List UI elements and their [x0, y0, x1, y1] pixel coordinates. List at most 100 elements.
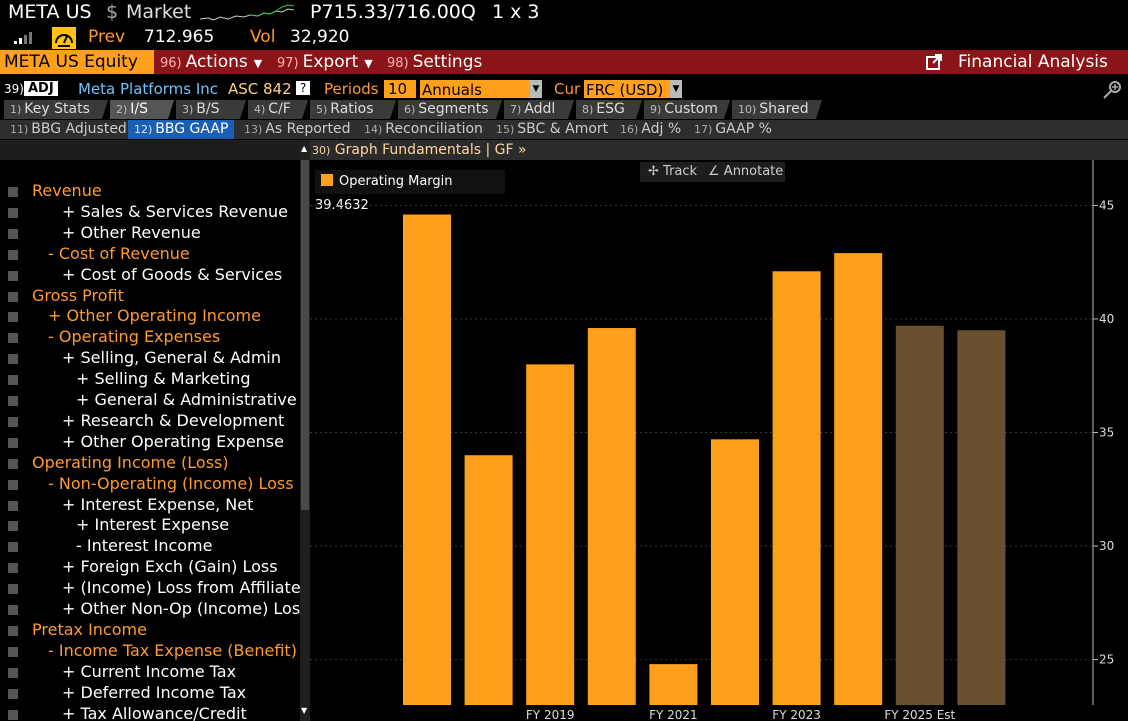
row-checkbox[interactable]: [8, 312, 18, 323]
tab-cash-flow[interactable]: 4) C/F: [248, 100, 308, 119]
list-scrollbar[interactable]: ▲ ▼: [300, 140, 310, 721]
row-checkbox[interactable]: [8, 500, 18, 511]
row-checkbox[interactable]: [8, 563, 18, 574]
line-item-row[interactable]: + Research & Development: [0, 411, 300, 432]
row-checkbox[interactable]: [8, 521, 18, 532]
bar[interactable]: [834, 253, 883, 705]
security-field[interactable]: META US Equity: [0, 50, 154, 74]
frequency-select[interactable]: Annuals ▼: [420, 80, 542, 99]
line-item-row[interactable]: + Other Operating Expense: [0, 432, 300, 453]
line-item-row[interactable]: + (Income) Loss from Affiliates: [0, 578, 309, 599]
line-item-row[interactable]: + Cost of Goods & Services: [0, 265, 300, 286]
currency-select[interactable]: FRC (USD) ▼: [584, 80, 682, 99]
bar[interactable]: [711, 439, 759, 705]
subtab-gaap-pct[interactable]: 17) GAAP %: [694, 121, 772, 137]
scroll-up-icon[interactable]: ▲: [301, 144, 308, 153]
row-checkbox[interactable]: [8, 354, 18, 365]
row-checkbox[interactable]: [8, 187, 18, 197]
export-menu[interactable]: 97) Export ▼: [277, 52, 373, 72]
annotate-button[interactable]: ∠ Annotate: [708, 164, 784, 179]
zoom-icon[interactable]: [1102, 80, 1124, 100]
tab-ratios[interactable]: 5) Ratios: [310, 100, 396, 119]
line-item-row[interactable]: - Cost of Revenue: [0, 244, 300, 265]
settings-menu[interactable]: 98) Settings: [387, 52, 483, 72]
row-checkbox[interactable]: [8, 270, 18, 281]
row-checkbox[interactable]: [8, 416, 18, 427]
bar[interactable]: [649, 664, 698, 705]
bar[interactable]: [957, 330, 1006, 705]
periods-input[interactable]: 10: [384, 80, 416, 98]
bar[interactable]: [403, 214, 451, 706]
line-item-row[interactable]: - Income Tax Expense (Benefit): [0, 641, 300, 662]
row-checkbox[interactable]: [8, 396, 18, 406]
line-item-row[interactable]: + Other Revenue: [0, 223, 300, 244]
row-checkbox[interactable]: [8, 207, 18, 218]
actions-menu[interactable]: 96) Actions ▼: [160, 52, 263, 72]
row-checkbox[interactable]: [8, 437, 18, 448]
row-checkbox[interactable]: [8, 709, 18, 720]
bar[interactable]: [772, 271, 821, 705]
adj-badge[interactable]: ADJ: [24, 81, 58, 96]
gauge-icon[interactable]: [52, 27, 76, 49]
scroll-down-icon[interactable]: ▼: [301, 706, 308, 715]
row-checkbox[interactable]: [8, 688, 18, 699]
line-item-row[interactable]: Revenue: [0, 181, 300, 202]
tab-segments[interactable]: 6) Segments: [398, 100, 502, 119]
row-checkbox[interactable]: [8, 605, 18, 615]
bar[interactable]: [526, 364, 575, 705]
line-item-row[interactable]: + Interest Expense, Net: [0, 495, 300, 516]
ticker[interactable]: META US: [8, 1, 92, 23]
row-checkbox[interactable]: [8, 228, 18, 239]
bar[interactable]: [895, 325, 944, 705]
tab-custom[interactable]: 9) Custom: [644, 100, 730, 119]
line-item-row[interactable]: + Foreign Exch (Gain) Loss: [0, 557, 300, 578]
subtab-bbg-gaap[interactable]: 12) BBG GAAP: [128, 120, 235, 139]
tab-addl[interactable]: 7) Addl: [504, 100, 574, 119]
help-icon[interactable]: ?: [296, 81, 311, 95]
line-item-row[interactable]: + Current Income Tax: [0, 662, 300, 683]
row-checkbox[interactable]: [8, 375, 18, 386]
tab-esg[interactable]: 8) ESG: [576, 100, 642, 119]
line-item-row[interactable]: + Selling, General & Admin: [0, 348, 300, 369]
line-item-row[interactable]: + Deferred Income Tax: [0, 683, 300, 704]
row-checkbox[interactable]: [8, 667, 18, 678]
line-item-row[interactable]: + General & Administrative: [0, 390, 300, 411]
line-item-row[interactable]: + Sales & Services Revenue: [0, 202, 300, 223]
subtab-sbc-amort[interactable]: 15) SBC & Amort: [496, 121, 609, 137]
subtab-adj-pct[interactable]: 16) Adj %: [620, 121, 682, 137]
line-item-row[interactable]: + Other Non-Op (Income) Loss: [0, 599, 309, 620]
subtab-reconciliation[interactable]: 14) Reconciliation: [364, 121, 483, 137]
tab-balance-sheet[interactable]: 3) B/S: [176, 100, 246, 119]
row-checkbox[interactable]: [8, 291, 18, 302]
popout-icon[interactable]: [926, 54, 943, 71]
line-item-row[interactable]: Gross Profit: [0, 286, 300, 307]
subtab-as-reported[interactable]: 13) As Reported: [244, 121, 351, 137]
graph-title-bar[interactable]: 30) Graph Fundamentals | GF »: [310, 140, 1128, 160]
line-item-row[interactable]: Pretax Income: [0, 620, 300, 641]
row-checkbox[interactable]: [8, 646, 18, 657]
row-checkbox[interactable]: [8, 584, 18, 595]
bar[interactable]: [464, 455, 513, 705]
row-checkbox[interactable]: [8, 333, 18, 344]
tab-income-statement[interactable]: 2) I/S: [110, 100, 174, 119]
line-item-row[interactable]: + Selling & Marketing: [0, 369, 300, 390]
bar[interactable]: [587, 328, 636, 705]
scroll-thumb[interactable]: [301, 160, 309, 510]
line-item-row[interactable]: - Operating Expenses: [0, 327, 300, 348]
subtab-bbg-adjusted[interactable]: 11) BBG Adjusted: [10, 121, 127, 137]
row-checkbox[interactable]: [8, 249, 18, 260]
row-checkbox[interactable]: [8, 625, 18, 636]
track-button[interactable]: ✢ Track: [648, 164, 698, 179]
line-item-row[interactable]: + Interest Expense: [0, 515, 300, 536]
line-item-row[interactable]: - Interest Income: [0, 536, 300, 557]
line-item-row[interactable]: + Tax Allowance/Credit: [0, 704, 300, 721]
line-item-row[interactable]: + Other Operating Income: [0, 306, 300, 327]
bar-chart[interactable]: 25 30 35 40 45 FY 2019 FY 2021 FY 2023 FY 2025 E…: [310, 160, 1128, 721]
line-item-row[interactable]: - Non-Operating (Income) Loss: [0, 474, 300, 495]
tab-key-stats[interactable]: 1) Key Stats: [4, 100, 108, 119]
row-checkbox[interactable]: [8, 458, 18, 469]
row-checkbox[interactable]: [8, 542, 18, 553]
row-checkbox[interactable]: [8, 479, 18, 490]
line-item-row[interactable]: Operating Income (Loss): [0, 453, 300, 474]
tab-shared[interactable]: 10) Shared: [732, 100, 822, 119]
